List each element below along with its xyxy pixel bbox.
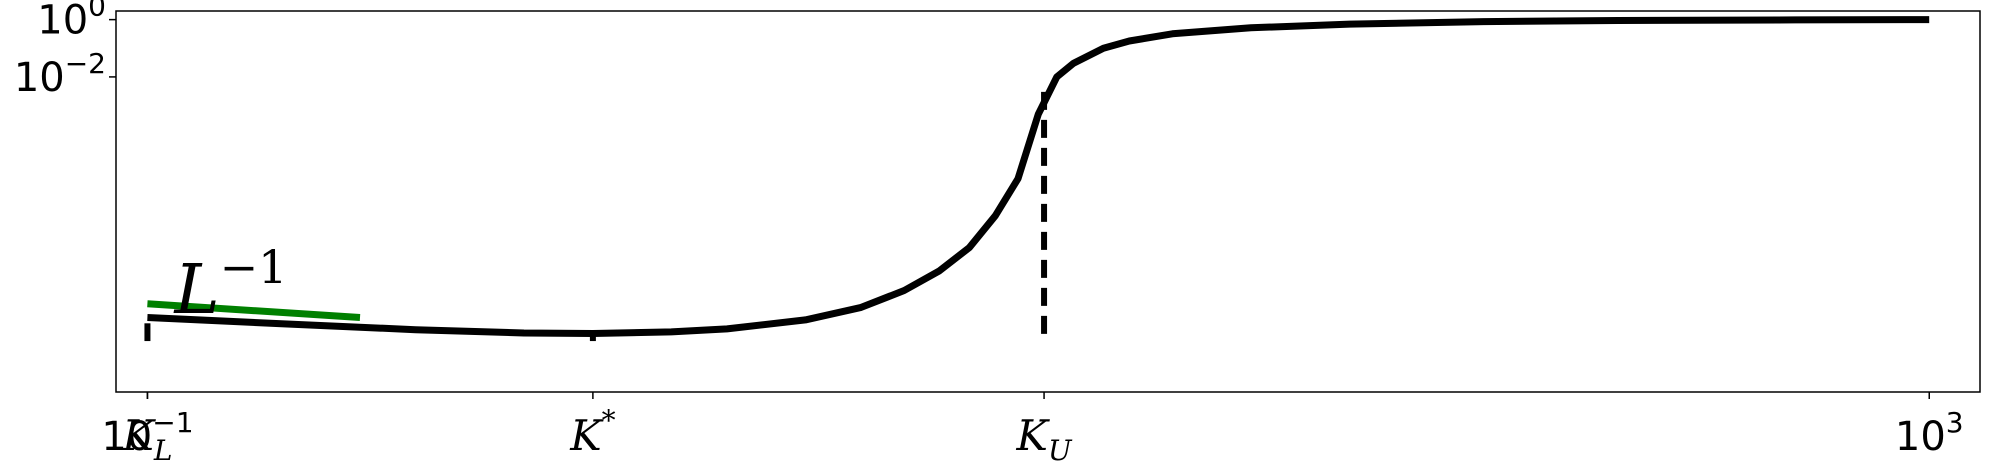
y-tick-label-1: 10−2 — [14, 47, 106, 101]
plot-frame — [115, 10, 1981, 393]
x-marker-label-2: KU — [1016, 411, 1073, 467]
x-tick-label-1: 103 — [1895, 406, 1964, 460]
series-line-0 — [147, 16, 1930, 337]
y-tick-label-0: 100 — [37, 0, 106, 44]
x-marker-label-0: KL — [121, 411, 172, 467]
annotation-group: L−1 — [172, 240, 287, 330]
series-line-1 — [147, 300, 361, 321]
x-marker-label-1: K* — [569, 404, 615, 460]
annotation-label-0: L−1 — [172, 240, 287, 330]
x-tick-label-0: 10−1 — [101, 406, 193, 460]
series-group — [147, 16, 1930, 337]
